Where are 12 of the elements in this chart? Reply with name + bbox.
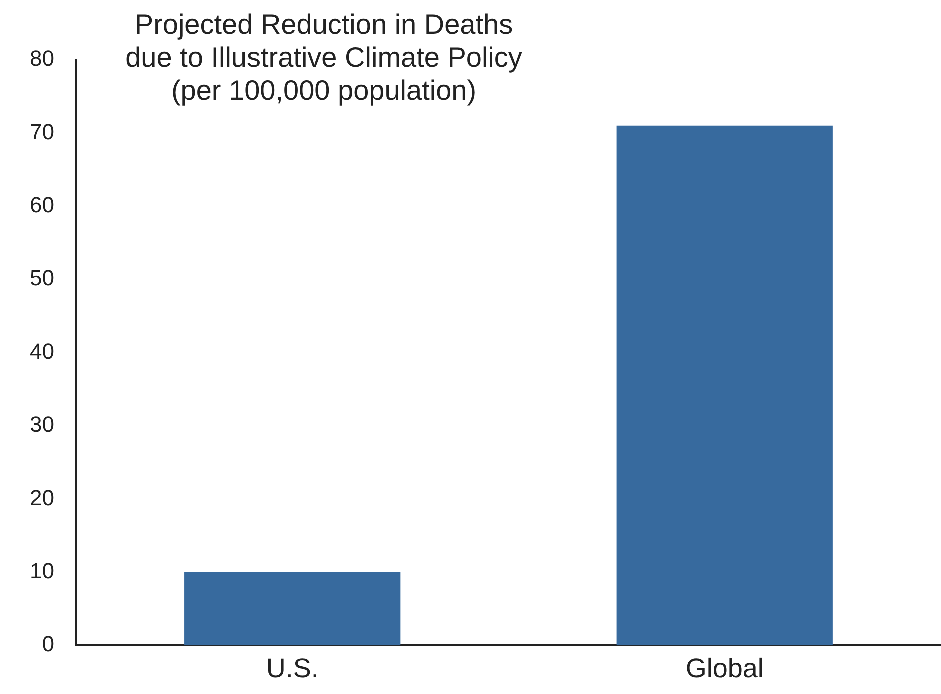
y-tick-label: 20: [30, 485, 54, 510]
y-tick-label: 60: [30, 192, 54, 218]
y-tick-label: 50: [30, 266, 54, 291]
y-tick-label: 0: [42, 632, 54, 657]
y-tick-label: 30: [30, 412, 54, 438]
x-tick-label: Global: [686, 653, 764, 684]
y-tick-label: 80: [30, 46, 54, 72]
chart-title: Projected Reduction in Deaths due to Illustrative Climate Policy (per 100,000 population): [124, 8, 524, 107]
y-tick-label: 70: [30, 119, 54, 144]
x-tick-label: U.S.: [266, 653, 319, 684]
y-tick-label: 40: [30, 338, 54, 364]
y-tick-label: 10: [30, 558, 54, 584]
